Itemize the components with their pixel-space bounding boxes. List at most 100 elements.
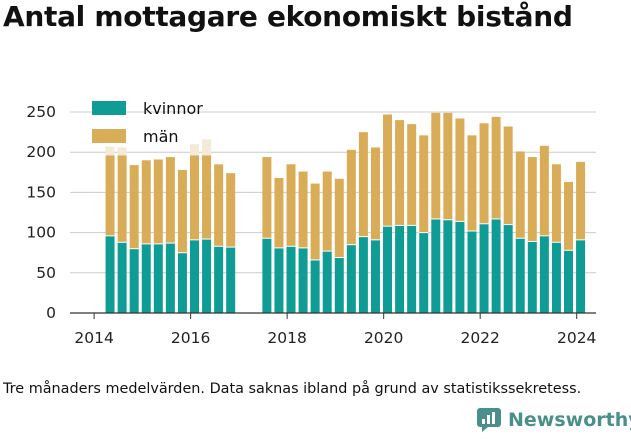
- bar-kvinnor: [407, 225, 417, 313]
- bar-man: [117, 155, 127, 243]
- bar-man: [479, 123, 489, 224]
- x-tick-label: 2022: [460, 329, 499, 347]
- bar-man: [455, 118, 465, 222]
- legend-label: kvinnor: [143, 99, 203, 118]
- bars: [105, 112, 586, 313]
- bar-faded: [202, 139, 212, 156]
- bar-kvinnor: [419, 232, 429, 313]
- bar-man: [274, 177, 284, 248]
- bar-kvinnor: [274, 247, 284, 313]
- bar-kvinnor: [226, 247, 236, 313]
- bar-kvinnor: [491, 218, 501, 313]
- bar-man: [322, 171, 332, 252]
- bar-kvinnor: [334, 257, 344, 313]
- bar-man: [358, 132, 368, 237]
- bar-man: [202, 155, 212, 240]
- bar-man: [153, 159, 163, 244]
- bar-man: [419, 135, 429, 233]
- y-tick-label: 200: [26, 143, 56, 161]
- bar-kvinnor: [443, 219, 453, 313]
- bar-man: [515, 151, 525, 239]
- bar-man: [226, 173, 236, 248]
- bar-man: [491, 116, 501, 219]
- y-tick-label: 0: [46, 304, 56, 322]
- bar-man: [165, 157, 175, 244]
- bar-kvinnor: [129, 248, 139, 313]
- y-tick-label: 150: [26, 183, 56, 201]
- bar-man: [141, 160, 151, 244]
- bar-kvinnor: [515, 238, 525, 313]
- legend-label: män: [143, 127, 179, 146]
- bar-kvinnor: [322, 251, 332, 313]
- bar-man: [563, 181, 573, 251]
- bar-kvinnor: [383, 226, 393, 313]
- y-tick-label: 50: [36, 264, 56, 282]
- bar-man: [539, 145, 549, 236]
- chart-title: Antal mottagare ekonomiskt bistånd: [3, 0, 573, 33]
- bar-kvinnor: [177, 252, 187, 313]
- x-tick-label: 2020: [364, 329, 403, 347]
- bar-man: [214, 164, 224, 247]
- bar-kvinnor: [503, 224, 513, 313]
- bar-man: [105, 155, 115, 236]
- newsworthy-logo-icon: [477, 408, 501, 432]
- bar-man: [503, 126, 513, 225]
- footnote: Tre månaders medelvärden. Data saknas ib…: [3, 381, 582, 397]
- bar-kvinnor: [310, 259, 320, 313]
- bar-man: [129, 165, 139, 249]
- bar-kvinnor: [358, 236, 368, 313]
- bar-man: [334, 178, 344, 258]
- bar-man: [527, 157, 537, 242]
- bar-man: [190, 155, 200, 240]
- bar-man: [383, 114, 393, 227]
- y-tick-label: 250: [26, 103, 56, 121]
- bar-man: [370, 147, 380, 240]
- brand-name: Newsworthy: [508, 409, 631, 431]
- bar-kvinnor: [202, 239, 212, 313]
- bar-kvinnor: [370, 239, 380, 313]
- y-tick-label: 100: [26, 224, 56, 242]
- bar-faded: [190, 144, 200, 156]
- bar-man: [262, 157, 272, 239]
- brand-logo: Newsworthy: [476, 407, 631, 433]
- bar-kvinnor: [539, 235, 549, 313]
- bar-kvinnor: [165, 243, 175, 313]
- bar-kvinnor: [563, 250, 573, 313]
- bar-kvinnor: [346, 244, 356, 313]
- bar-man: [467, 135, 477, 232]
- bar-kvinnor: [527, 241, 537, 313]
- bar-man: [310, 183, 320, 260]
- bar-kvinnor: [467, 231, 477, 313]
- x-tick-label: 2014: [74, 329, 113, 347]
- bar-kvinnor: [117, 242, 127, 313]
- bar-man: [286, 164, 296, 247]
- bar-man: [346, 149, 356, 245]
- bar-kvinnor: [551, 242, 561, 313]
- bar-kvinnor: [298, 247, 308, 313]
- bar-kvinnor: [153, 243, 163, 313]
- bar-man: [431, 112, 441, 219]
- bar-faded: [117, 147, 127, 156]
- x-tick-label: 2024: [557, 329, 596, 347]
- bar-kvinnor: [190, 239, 200, 313]
- bar-kvinnor: [479, 223, 489, 313]
- bar-kvinnor: [105, 235, 115, 313]
- legend-swatch: [92, 129, 126, 143]
- bar-kvinnor: [576, 239, 586, 313]
- bar-man: [576, 161, 586, 240]
- x-axis: 2014 2016 2018 2020 2022 2024: [70, 312, 596, 347]
- bar-kvinnor: [262, 238, 272, 313]
- y-axis: 0 50 100 150 200 250: [26, 103, 56, 322]
- bar-man: [395, 120, 405, 226]
- bar-man: [407, 124, 417, 226]
- bar-man: [443, 112, 453, 220]
- bar-kvinnor: [431, 218, 441, 313]
- bar-faded: [105, 146, 115, 156]
- bar-man: [177, 169, 187, 253]
- bar-man: [298, 171, 308, 248]
- x-tick-label: 2016: [171, 329, 210, 347]
- bar-man: [551, 164, 561, 243]
- bar-kvinnor: [286, 246, 296, 313]
- bar-kvinnor: [141, 243, 151, 313]
